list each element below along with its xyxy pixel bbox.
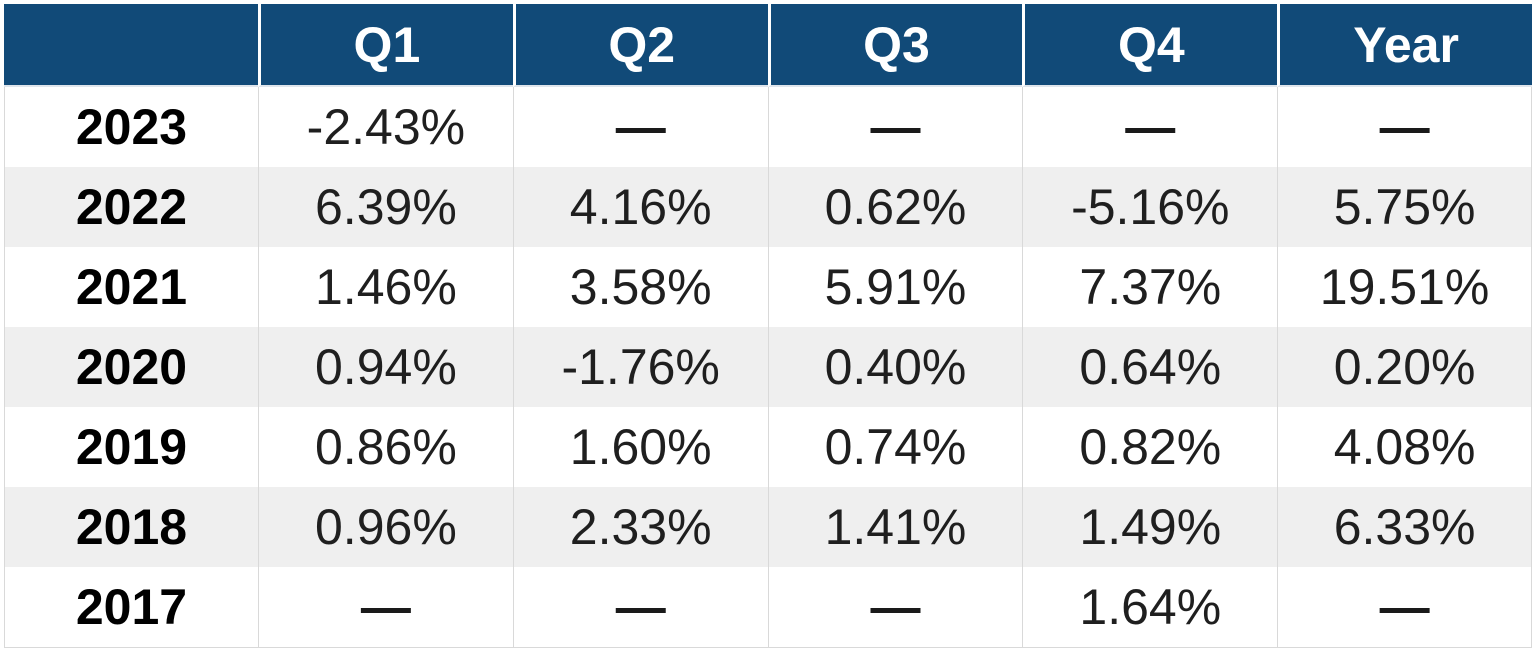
value-cell: 0.40% (767, 327, 1023, 407)
column-header-year: Year (1277, 4, 1532, 87)
row-header-year: 2018 (4, 487, 258, 567)
row-header-year: 2019 (4, 407, 258, 487)
value-cell: 5.91% (767, 247, 1023, 327)
value-cell: -5.16% (1022, 167, 1277, 247)
value-cell: 5.75% (1277, 167, 1532, 247)
table-row: 2019 0.86% 1.60% 0.74% 0.82% 4.08% (4, 407, 1532, 487)
value-cell: 0.82% (1022, 407, 1277, 487)
column-header-q1: Q1 (258, 4, 513, 87)
value-cell: 1.60% (512, 407, 768, 487)
value-cell: 6.33% (1277, 487, 1532, 567)
table-row: 2018 0.96% 2.33% 1.41% 1.49% 6.33% (4, 487, 1532, 567)
value-cell: 4.16% (512, 167, 768, 247)
value-cell: 6.39% (258, 167, 513, 247)
missing-value-cell: — (767, 87, 1023, 167)
row-header-year: 2017 (4, 567, 258, 648)
value-cell: 1.46% (258, 247, 513, 327)
missing-value-cell: — (767, 567, 1023, 648)
column-header-q2: Q2 (512, 4, 768, 87)
value-cell: 3.58% (512, 247, 768, 327)
row-header-year: 2021 (4, 247, 258, 327)
value-cell: -1.76% (512, 327, 768, 407)
missing-value-cell: — (1277, 567, 1532, 648)
missing-value-cell: — (258, 567, 513, 648)
value-cell: 0.96% (258, 487, 513, 567)
quarterly-returns-table-container: Q1 Q2 Q3 Q4 Year 2023 -2.43% — — — —2022 6.39% 4.16… (4, 4, 1532, 648)
table-row: 2021 1.46% 3.58% 5.91% 7.37% 19.51% (4, 247, 1532, 327)
missing-value-cell: — (1022, 87, 1277, 167)
value-cell: 19.51% (1277, 247, 1532, 327)
value-cell: 0.74% (767, 407, 1023, 487)
table-row: 2022 6.39% 4.16% 0.62% -5.16% 5.75% (4, 167, 1532, 247)
missing-value-cell: — (512, 567, 768, 648)
table-row: 2020 0.94% -1.76% 0.40% 0.64% 0.20% (4, 327, 1532, 407)
value-cell: 7.37% (1022, 247, 1277, 327)
column-header-q4: Q4 (1022, 4, 1278, 87)
value-cell: 1.64% (1022, 567, 1278, 648)
missing-value-cell: — (1277, 87, 1532, 167)
table-row: 2017— — —1.64% — (4, 567, 1532, 648)
quarterly-returns-table: Q1 Q2 Q3 Q4 Year 2023 -2.43% — — — —2022 6.39% 4.16… (4, 4, 1532, 648)
row-header-year: 2020 (4, 327, 258, 407)
value-cell: 0.20% (1277, 327, 1532, 407)
table-row: 2023 -2.43% — — — — (4, 87, 1532, 167)
value-cell: 1.49% (1022, 487, 1277, 567)
value-cell: 1.41% (767, 487, 1023, 567)
row-header-year: 2023 (4, 87, 258, 167)
row-header-year: 2022 (4, 167, 258, 247)
corner-header-cell (4, 4, 258, 87)
value-cell: 2.33% (512, 487, 768, 567)
table-header: Q1 Q2 Q3 Q4 Year (4, 4, 1532, 87)
value-cell: 0.62% (767, 167, 1023, 247)
missing-value-cell: — (512, 87, 768, 167)
value-cell: 0.64% (1022, 327, 1277, 407)
header-row: Q1 Q2 Q3 Q4 Year (4, 4, 1532, 87)
column-header-q3: Q3 (767, 4, 1023, 87)
table-body: 2023 -2.43% — — — —2022 6.39% 4.16% 0.62% -5.16% 5… (4, 87, 1532, 648)
value-cell: 0.86% (258, 407, 513, 487)
value-cell: -2.43% (258, 87, 513, 167)
value-cell: 4.08% (1277, 407, 1532, 487)
value-cell: 0.94% (258, 327, 513, 407)
